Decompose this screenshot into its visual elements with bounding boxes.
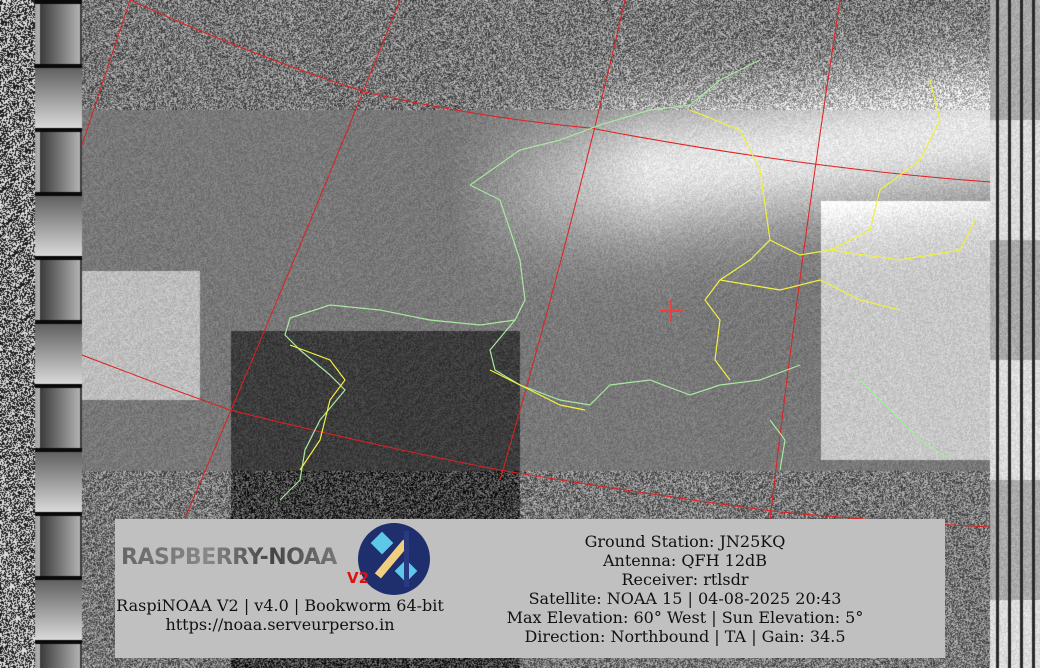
latitude-line — [129, 0, 991, 183]
pass-details: Ground Station: JN25KQ Antenna: QFH 12dB… — [475, 532, 895, 646]
longitude-line — [499, 0, 626, 481]
satellite-icon — [358, 523, 430, 595]
longitude-line — [769, 0, 841, 521]
longitude-line — [81, 0, 131, 146]
coastlines — [279, 59, 951, 501]
direction: Direction: Northbound | TA | Gain: 34.5 — [524, 627, 846, 646]
ground-station-crosshair-icon — [660, 300, 683, 322]
version-badge: V2 — [347, 569, 370, 587]
ground-station: Ground Station: JN25KQ — [584, 532, 786, 551]
logo-text: RASPBERRY-NOAA — [121, 545, 337, 570]
software-version: RaspiNOAA V2 | v4.0 | Bookworm 64-bit — [116, 596, 444, 615]
borders — [289, 79, 976, 471]
latitude-line — [81, 354, 991, 528]
receiver: Receiver: rtlsdr — [621, 570, 749, 589]
graticule — [81, 0, 991, 528]
branding: RASPBERRY-NOAA V2 RaspiNOAA V2 | v4.0 | … — [115, 519, 445, 658]
info-panel: RASPBERRY-NOAA V2 RaspiNOAA V2 | v4.0 | … — [115, 519, 945, 658]
satellite: Satellite: NOAA 15 | 04-08-2025 20:43 — [528, 589, 842, 608]
elevation: Max Elevation: 60° West | Sun Elevation:… — [506, 608, 864, 627]
longitude-line — [184, 0, 401, 519]
station-url: https://noaa.serveurperso.in — [165, 615, 395, 634]
raspberry-noaa-logo: RASPBERRY-NOAA V2 — [121, 523, 431, 595]
antenna: Antenna: QFH 12dB — [603, 551, 767, 570]
